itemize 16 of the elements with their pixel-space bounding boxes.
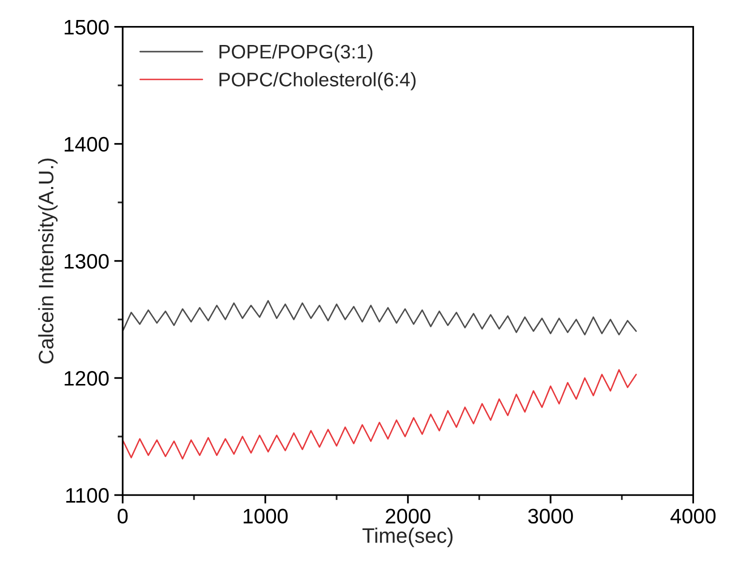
y-tick-label: 1500 bbox=[64, 20, 109, 35]
x-tick-label: 0 bbox=[118, 508, 128, 524]
y-tick-label: 1400 bbox=[64, 136, 109, 152]
x-axis-title: Time(sec) bbox=[362, 528, 453, 548]
line-series bbox=[122, 369, 637, 460]
y-tick-label: 1300 bbox=[64, 254, 109, 269]
y-tick-label: 1200 bbox=[64, 371, 109, 386]
line-series bbox=[122, 300, 637, 336]
y-tick-label: 1100 bbox=[66, 488, 109, 503]
y-axis-title: Calcein Intensity(A.U.) bbox=[38, 158, 58, 364]
x-tick-label: 1000 bbox=[244, 508, 288, 524]
legend-label: POPC/Cholesterol(6:4) bbox=[220, 72, 416, 90]
legend-label: POPE/POPG(3:1) bbox=[220, 44, 372, 62]
x-tick-label: 3000 bbox=[528, 508, 573, 524]
x-tick-label: 2000 bbox=[386, 508, 430, 524]
x-tick-label: 4000 bbox=[670, 508, 716, 524]
